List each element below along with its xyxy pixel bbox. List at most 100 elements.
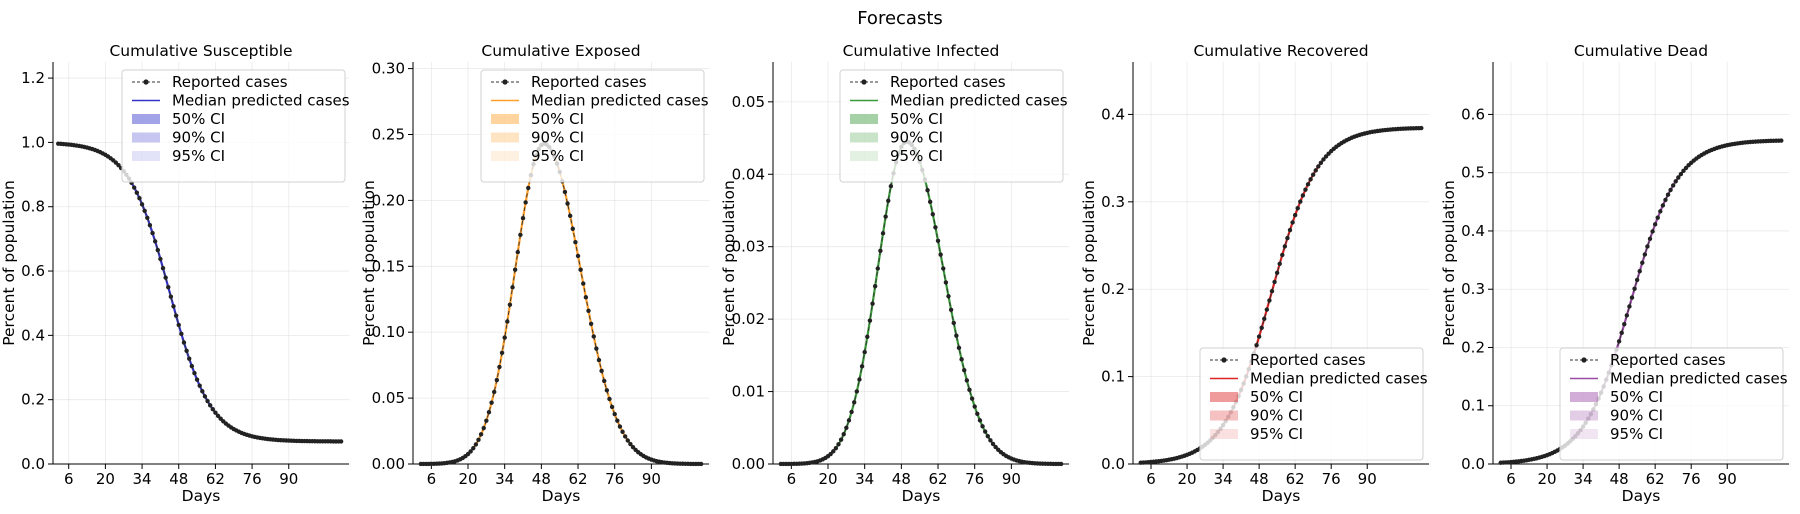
reported-case-point [197, 383, 202, 388]
reported-case-point [972, 404, 977, 409]
reported-case-point [489, 400, 494, 405]
reported-case-point [988, 438, 993, 443]
reported-case-point [927, 199, 933, 205]
reported-case-point [1262, 316, 1267, 321]
reported-case-point [160, 266, 166, 271]
reported-case-point [1640, 260, 1645, 265]
y-axis-label: Percent of population [1080, 180, 1098, 346]
reported-case-point [1285, 235, 1290, 241]
reported-case-point [859, 364, 865, 369]
reported-case-point [210, 407, 215, 412]
reported-case-point [990, 441, 996, 447]
y-tick-label: 0.1 [1101, 368, 1125, 386]
reported-case-point [565, 201, 570, 206]
reported-case-point [946, 294, 951, 299]
x-tick-label: 48 [1610, 470, 1629, 488]
y-tick-label: 1.0 [21, 133, 45, 151]
y-tick-label: 0.5 [1461, 164, 1485, 182]
reported-case-point [1637, 269, 1642, 274]
y-tick-label: 0.1 [1461, 397, 1485, 415]
reported-case-point [578, 267, 583, 272]
y-tick-label: 0.00 [732, 455, 765, 473]
y-tick-label: 0.20 [372, 191, 405, 209]
reported-case-point [1629, 295, 1635, 300]
y-tick-label: 0.2 [1461, 338, 1485, 356]
y-axis-label: Percent of population [720, 180, 738, 346]
reported-case-point [857, 377, 862, 382]
legend-label: Reported cases [890, 73, 1006, 91]
reported-case-point [925, 188, 930, 193]
reported-case-point [181, 340, 187, 345]
x-axis-label: Days [542, 487, 581, 505]
reported-case-point [145, 215, 150, 220]
y-tick-label: 0.3 [1101, 193, 1125, 211]
reported-case-point [502, 335, 507, 340]
reported-case-point [846, 418, 852, 423]
legend-handle-ci [132, 132, 160, 143]
reported-case-point [499, 350, 505, 355]
reported-case-point [888, 184, 894, 189]
reported-cases-line [420, 143, 702, 465]
legend-label: 95% CI [890, 147, 943, 165]
reported-case-point [192, 370, 197, 376]
y-tick-label: 0.00 [372, 455, 405, 473]
reported-case-point [609, 404, 615, 410]
y-tick-label: 0.10 [372, 323, 405, 341]
reported-case-point [1264, 307, 1270, 312]
reported-case-point [1308, 177, 1313, 182]
reported-case-point [841, 431, 846, 437]
reported-case-point [184, 348, 189, 353]
reported-case-point [591, 334, 596, 339]
reported-case-point [338, 439, 344, 444]
reported-case-point [933, 225, 938, 230]
x-tick-label: 34 [495, 470, 514, 488]
reported-case-point [492, 389, 497, 395]
legend-label: Reported cases [172, 73, 288, 91]
legend-label: 90% CI [172, 129, 225, 147]
reported-case-point [1313, 168, 1318, 173]
panel-title: Cumulative Infected [843, 42, 1000, 60]
legend-marker-reported [1581, 357, 1587, 363]
reported-case-point [505, 319, 510, 324]
reported-case-point [134, 190, 140, 195]
legend-handle-ci [132, 151, 160, 161]
reported-case-point [173, 313, 179, 318]
reported-case-point [599, 368, 604, 374]
reported-case-point [1280, 252, 1285, 258]
reported-case-point [1419, 125, 1424, 131]
reported-case-point [150, 230, 155, 236]
reported-case-point [1272, 279, 1277, 285]
reported-case-point [1647, 236, 1653, 241]
reported-case-point [515, 249, 520, 255]
reported-case-point [935, 238, 941, 243]
reported-case-point [176, 322, 181, 328]
reported-case-point [471, 446, 476, 451]
reported-case-point [964, 378, 970, 383]
reported-case-point [1254, 342, 1259, 348]
reported-case-point [1673, 179, 1678, 184]
legend-label: 95% CI [1610, 425, 1663, 443]
reported-case-point [147, 223, 153, 228]
reported-case-point [179, 331, 184, 337]
reported-case-point [1267, 298, 1272, 303]
reported-case-point [523, 200, 528, 205]
reported-case-point [620, 429, 625, 434]
x-tick-label: 76 [1682, 470, 1701, 488]
x-tick-label: 34 [1574, 470, 1593, 488]
legend-box [839, 69, 1064, 183]
reported-case-point [951, 320, 956, 326]
reported-case-point [602, 378, 607, 384]
reported-case-point [1650, 229, 1655, 234]
x-tick-label: 20 [96, 470, 115, 488]
reported-case-point [967, 387, 972, 393]
legend-handle-ci [491, 114, 519, 124]
reported-case-point [607, 396, 612, 402]
reported-case-point [132, 185, 137, 190]
reported-case-point [1310, 172, 1316, 177]
reported-case-point [155, 247, 160, 253]
x-tick-label: 76 [965, 470, 984, 488]
reported-case-point [1269, 288, 1275, 294]
panel-title: Cumulative Susceptible [109, 42, 292, 60]
reported-case-point [930, 212, 935, 217]
reported-case-point [1652, 222, 1658, 227]
